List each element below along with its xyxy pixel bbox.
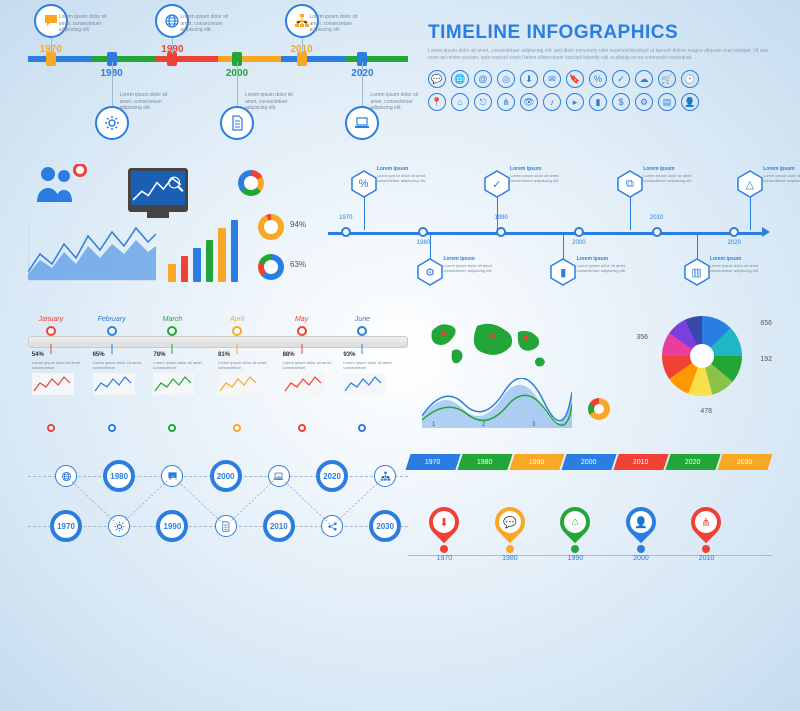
map-pin-1980: 💬 1980 [495, 507, 525, 562]
chat-icon [161, 465, 183, 487]
pie-label-356: 356 [636, 334, 648, 341]
hex-node: ⚙ [416, 258, 444, 286]
month-March: March [163, 316, 182, 323]
pie-label-478: 478 [700, 408, 712, 415]
gear-icon: ⚙ [635, 93, 653, 111]
donut-94 [258, 214, 284, 240]
bar-chart [168, 220, 238, 282]
map-pin-2000: 👤 2000 [626, 507, 656, 562]
skew-1980: 1980 [457, 454, 512, 470]
pin-row: ⬇ 1970 💬 1980 ⌂ 1990 👤 2000 ⋔ 2010 [408, 488, 772, 568]
mail-icon: ✉ [543, 70, 561, 88]
dotted-timeline: 1980 2000 2020 1970 1990 2010 2030 [28, 454, 408, 554]
check-icon: ✓ [612, 70, 630, 88]
pie-label-192: 192 [760, 356, 772, 363]
hex-node: ✓ [483, 170, 511, 198]
download-icon: ⬇ [520, 70, 538, 88]
doc-icon: ▤ [658, 93, 676, 111]
top-timeline: 1970 Lorem ipsum dolor sit amet, consect… [28, 22, 408, 152]
globe-icon: 🌐 [451, 70, 469, 88]
cart-icon: 🛒 [658, 70, 676, 88]
laptop-icon [268, 465, 290, 487]
eye-icon: 👁 [520, 93, 538, 111]
globe-icon [55, 465, 77, 487]
cloud-icon: ☁ [635, 70, 653, 88]
people-icon [34, 164, 90, 209]
share-icon [321, 515, 343, 537]
monitor-icon [128, 168, 188, 212]
hex-node: ⧉ [616, 170, 644, 198]
hex-node: ▮ [549, 258, 577, 286]
skew-2030: 2030 [717, 454, 772, 470]
at-icon: @ [474, 70, 492, 88]
month-timeline: January 54% Lorem ipsum dolor sit amet, … [28, 316, 408, 436]
ring-2030: 2030 [369, 510, 401, 542]
pie-label-656: 656 [760, 320, 772, 327]
ring-2020: 2020 [316, 460, 348, 492]
ring-1980: 1980 [103, 460, 135, 492]
skew-1970: 1970 [405, 454, 460, 470]
donut-tiny [588, 398, 610, 420]
pct-63: 63% [290, 260, 306, 269]
donut-63 [258, 254, 284, 280]
month-April: April [230, 316, 244, 323]
clock-icon: 🕑 [681, 70, 699, 88]
user-icon: 👤 [681, 93, 699, 111]
mini-charts: 94% 63% [28, 162, 328, 302]
skew-block: 1970198019902000201020202030 ⬇ 1970 💬 19… [408, 454, 772, 574]
map-pin-2010: ⋔ 2010 [691, 507, 721, 562]
pin-icon: 📍 [428, 93, 446, 111]
map-pin-1990: ⌂ 1990 [560, 507, 590, 562]
icon-grid: 💬 🌐 @ ◎ ⬇ ✉ 🔖% ✓ ☁ 🛒 🕑 📍 ⌂ ⎋ ⋔ 👁 ♪ ▸ ▮ $ ⚙ ▤ 👤 [428, 70, 772, 113]
gear-icon [108, 515, 130, 537]
ring-2000: 2000 [210, 460, 242, 492]
dollar-icon: $ [612, 93, 630, 111]
skew-2010: 2010 [613, 454, 668, 470]
percent-icon: % [589, 70, 607, 88]
target-icon: ◎ [497, 70, 515, 88]
month-June: June [355, 316, 370, 323]
page-title: TIMELINE INFOGRAPHICS [428, 22, 772, 44]
hex-node: ▥ [683, 258, 711, 286]
map-pin-1970: ⬇ 1970 [429, 507, 459, 562]
hex-timeline: 197019801990200020102020 % Lorem ipsumLo… [328, 162, 772, 302]
hex-node: △ [736, 170, 764, 198]
skew-2020: 2020 [665, 454, 720, 470]
doc-icon [215, 515, 237, 537]
home-icon: ⌂ [451, 93, 469, 111]
wave-chart: 123 [422, 378, 572, 428]
skew-1990: 1990 [509, 454, 564, 470]
title-block: TIMELINE INFOGRAPHICS Lorem ipsum dolor … [408, 22, 772, 152]
world-map-icon [422, 316, 562, 376]
month-May: May [295, 316, 308, 323]
ring-1990: 1990 [156, 510, 188, 542]
skew-bar: 1970198019902000201020202030 [408, 454, 772, 470]
big-pie [662, 316, 742, 396]
music-icon: ♪ [543, 93, 561, 111]
pct-94: 94% [290, 220, 306, 229]
bookmark-icon: 🔖 [566, 70, 584, 88]
hex-node: % [350, 170, 378, 198]
month-February: February [98, 316, 126, 323]
area-chart [28, 224, 156, 282]
bars-icon: ▮ [589, 93, 607, 111]
chat-icon: 💬 [428, 70, 446, 88]
wifi-icon: ⋔ [497, 93, 515, 111]
video-icon: ▸ [566, 93, 584, 111]
title-desc: Lorem ipsum dolor sit amet, consectetuer… [428, 48, 772, 62]
sitemap-icon [374, 465, 396, 487]
ring-1970: 1970 [50, 510, 82, 542]
share-icon: ⎋ [474, 93, 492, 111]
skew-2000: 2000 [561, 454, 616, 470]
month-January: January [38, 316, 63, 323]
ring-2010: 2010 [263, 510, 295, 542]
donut-small-1 [238, 170, 264, 196]
world-block: 123 356 656 192 478 [408, 316, 772, 436]
